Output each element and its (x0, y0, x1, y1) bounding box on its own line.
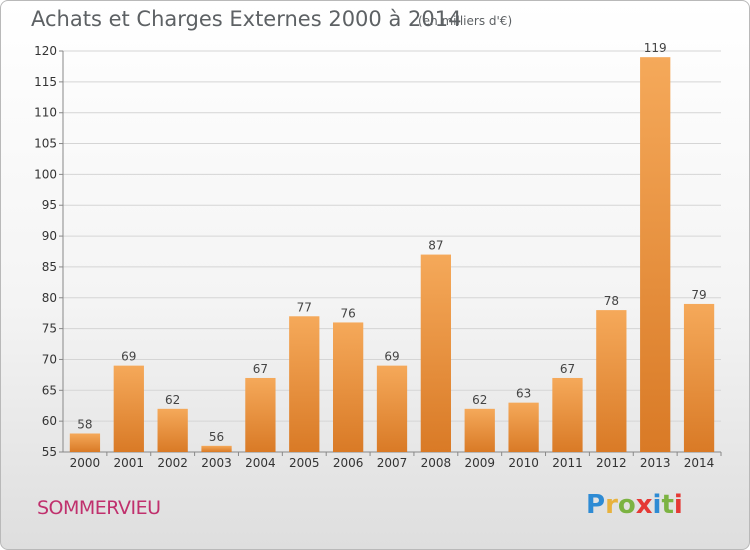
y-tick-label: 110 (34, 106, 57, 120)
value-label: 76 (340, 306, 355, 320)
y-tick-label: 55 (42, 445, 57, 459)
proxiti-logo[interactable]: Proxiti (586, 490, 683, 520)
y-tick-label: 90 (42, 229, 57, 243)
x-tick-label: 2009 (464, 456, 495, 470)
value-label: 69 (384, 350, 399, 364)
y-tick-label: 105 (34, 137, 57, 151)
bar-2014 (683, 303, 715, 452)
bars (69, 57, 715, 453)
x-tick-label: 2005 (289, 456, 320, 470)
bar-2009 (464, 408, 495, 452)
value-label: 87 (428, 239, 443, 253)
bar-2011 (552, 377, 583, 452)
x-tick-label: 2010 (508, 456, 539, 470)
value-label: 62 (472, 393, 487, 407)
bar-2012 (596, 310, 627, 452)
value-label: 79 (691, 288, 706, 302)
chart-unit: (en milliers d'€) (418, 14, 513, 28)
y-tick-label: 115 (34, 75, 57, 89)
value-label: 77 (297, 300, 312, 314)
x-tick-label: 2007 (377, 456, 408, 470)
value-label: 67 (253, 362, 268, 376)
bar-2005 (289, 316, 320, 452)
x-tick-label: 2014 (684, 456, 715, 470)
bar-2001 (113, 365, 144, 452)
y-tick-label: 100 (34, 167, 57, 181)
y-tick-label: 120 (34, 44, 57, 58)
value-label: 69 (121, 350, 136, 364)
y-axis-ticks: 55 60 65 70 75 80 85 90 95 100 105 110 115 120 (34, 44, 63, 459)
x-axis-ticks: 2000 2001 2002 2003 2004 2005 2006 2007 2008 2009… (70, 452, 722, 470)
value-label: 63 (516, 387, 531, 401)
bar-2007 (376, 365, 408, 452)
x-tick-label: 2000 (70, 456, 101, 470)
bar-2006 (333, 322, 364, 452)
value-label: 58 (77, 417, 92, 431)
bar-2002 (157, 408, 188, 452)
y-tick-label: 95 (42, 198, 57, 212)
x-tick-label: 2006 (333, 456, 364, 470)
x-tick-label: 2004 (245, 456, 276, 470)
x-tick-label: 2011 (552, 456, 583, 470)
y-tick-label: 60 (42, 414, 57, 428)
value-label: 119 (644, 41, 667, 55)
value-labels: 58 69 62 56 67 77 76 69 87 62 63 67 78 119 79 (77, 41, 706, 444)
y-tick-label: 70 (42, 352, 57, 366)
value-label: 78 (604, 294, 619, 308)
value-label: 67 (560, 362, 575, 376)
y-tick-label: 80 (42, 291, 57, 305)
x-tick-label: 2013 (640, 456, 671, 470)
bar-2004 (245, 377, 276, 452)
x-tick-label: 2003 (201, 456, 232, 470)
place-name: SOMMERVIEU (37, 497, 161, 519)
x-tick-label: 2001 (114, 456, 145, 470)
value-label: 56 (209, 430, 224, 444)
x-tick-label: 2008 (421, 456, 452, 470)
bar-2008 (420, 254, 451, 452)
bar-2003 (201, 445, 232, 452)
chart-title: Achats et Charges Externes 2000 à 2014 (31, 7, 462, 31)
value-label: 62 (165, 393, 180, 407)
x-tick-label: 2012 (596, 456, 627, 470)
y-tick-label: 85 (42, 260, 57, 274)
x-tick-label: 2002 (157, 456, 188, 470)
bar-2010 (508, 402, 539, 452)
bar-2000 (69, 433, 101, 452)
y-tick-label: 75 (42, 322, 57, 336)
bar-2013 (640, 57, 671, 453)
y-tick-label: 65 (42, 383, 57, 397)
